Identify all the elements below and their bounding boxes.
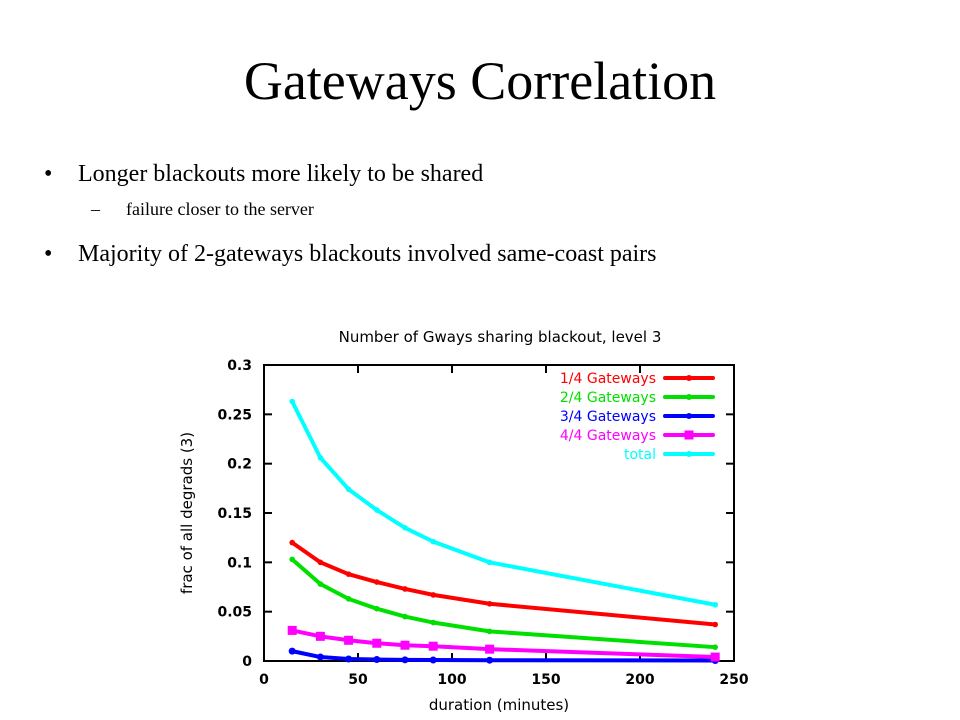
y-tick-label: 0.05	[217, 605, 252, 621]
series-2-4-gateways	[289, 556, 718, 650]
x-tick-label: 250	[719, 672, 748, 688]
data-point	[344, 635, 354, 645]
data-point	[289, 556, 295, 563]
legend-marker	[684, 430, 694, 440]
data-point	[429, 656, 437, 664]
y-tick-label: 0.15	[217, 506, 252, 522]
legend-item: total	[624, 447, 715, 463]
chart-container: Number of Gways sharing blackout, level …	[170, 320, 790, 720]
data-point	[402, 586, 408, 592]
data-point	[373, 656, 381, 664]
data-point	[374, 507, 380, 513]
data-point	[486, 600, 493, 607]
bullet-text: Longer blackouts more likely to be share…	[78, 161, 484, 187]
legend-marker	[686, 413, 692, 419]
data-point	[374, 579, 380, 585]
series-line	[290, 399, 718, 607]
series-line	[290, 649, 718, 663]
data-point	[289, 398, 295, 405]
series-line	[290, 557, 718, 650]
y-tick-label: 0	[242, 654, 252, 670]
data-point	[345, 655, 353, 663]
data-point	[317, 559, 324, 566]
data-point	[712, 601, 718, 608]
legend-item: 2/4 Gateways	[560, 390, 715, 406]
data-point	[372, 638, 382, 648]
data-point	[317, 581, 324, 587]
y-tick-label: 0.2	[227, 457, 252, 473]
legend-label: 4/4 Gateways	[560, 428, 656, 444]
data-point	[401, 656, 409, 664]
bullet-dot-icon: •	[44, 241, 53, 267]
data-point	[430, 592, 437, 598]
series-3-4-gateways	[288, 647, 719, 665]
legend-marker	[686, 451, 692, 457]
bullet-dot-icon: •	[44, 161, 53, 187]
y-tick-label: 0.25	[217, 407, 252, 423]
legend-marker	[686, 375, 692, 381]
y-tick-label: 0.3	[227, 358, 252, 374]
data-point	[316, 653, 324, 661]
x-axis-label: duration (minutes)	[429, 696, 569, 714]
data-point	[486, 628, 493, 635]
x-tick-label: 150	[531, 672, 560, 688]
y-tick-label: 0.1	[227, 555, 252, 571]
data-point	[317, 454, 324, 461]
series-4-4-gateways	[287, 625, 720, 662]
data-point	[486, 559, 493, 566]
data-point	[428, 641, 438, 651]
data-point	[288, 647, 296, 655]
bullet-list: • Longer blackouts more likely to be sha…	[44, 160, 924, 268]
y-axis: 0 0.05 0.1 0.15 0.2 0.25 0.3	[217, 358, 734, 670]
data-point	[712, 644, 718, 650]
data-point	[315, 631, 325, 641]
data-point	[287, 625, 297, 635]
line-chart: Number of Gways sharing blackout, level …	[178, 328, 749, 714]
data-point	[486, 656, 494, 664]
data-point	[345, 596, 352, 602]
data-point	[710, 652, 720, 662]
data-point	[402, 613, 408, 620]
legend-label: 2/4 Gateways	[560, 390, 656, 406]
data-point	[345, 571, 352, 577]
dash-icon: –	[91, 199, 100, 219]
data-point	[345, 486, 352, 493]
series-1-4-gateways	[289, 539, 718, 628]
subbullet-item: – failure closer to the server	[44, 198, 924, 220]
legend-label: 3/4 Gateways	[560, 409, 656, 425]
bullet-item: • Majority of 2-gateways blackouts invol…	[44, 240, 924, 268]
slide-title: Gateways Correlation	[243, 51, 717, 111]
data-point	[289, 539, 295, 546]
data-point	[430, 538, 437, 545]
data-point	[374, 605, 380, 612]
series-line	[290, 540, 718, 627]
legend-label: 1/4 Gateways	[560, 371, 656, 387]
legend-item: 3/4 Gateways	[560, 409, 715, 425]
data-point	[712, 621, 718, 628]
y-axis-label: frac of all degrads (3)	[178, 432, 196, 594]
series-total	[289, 398, 718, 608]
data-point	[485, 644, 495, 654]
x-tick-label: 200	[625, 672, 654, 688]
x-tick-label: 100	[437, 672, 466, 688]
legend-label: total	[624, 447, 656, 463]
legend-marker	[686, 394, 692, 400]
x-tick-label: 50	[348, 672, 368, 688]
x-tick-label: 0	[259, 672, 269, 688]
legend-item: 4/4 Gateways	[560, 428, 715, 444]
legend: 1/4 Gateways 2/4 Gateways 3/4 Gateways 4/4 …	[560, 371, 715, 463]
series-line	[290, 628, 718, 660]
chart-title: Number of Gways sharing blackout, level …	[339, 328, 662, 346]
series-layer	[287, 398, 720, 665]
subbullet-text: failure closer to the server	[126, 199, 314, 219]
bullet-item: • Longer blackouts more likely to be sha…	[44, 160, 924, 188]
plot-frame	[263, 364, 735, 662]
data-point	[400, 640, 410, 650]
bullet-text: Majority of 2-gateways blackouts involve…	[78, 241, 657, 267]
data-point	[430, 619, 437, 626]
legend-item: 1/4 Gateways	[560, 371, 715, 387]
data-point	[402, 525, 408, 531]
